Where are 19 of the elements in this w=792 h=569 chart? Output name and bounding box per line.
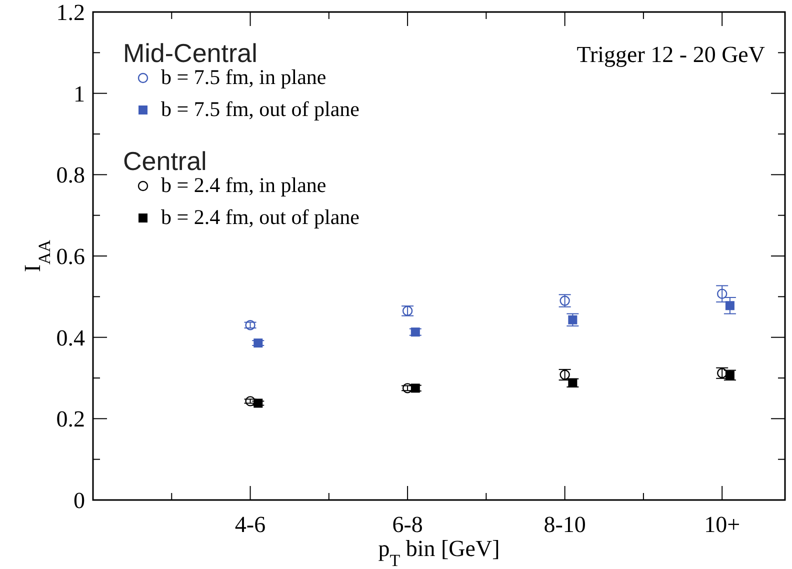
annotation: Trigger 12 - 20 GeV — [576, 42, 766, 67]
annotation: Mid-Central — [123, 38, 258, 68]
x-tick-label: 6-8 — [392, 512, 423, 537]
y-tick-label: 1.2 — [56, 0, 85, 25]
y-tick-label: 0.2 — [56, 406, 85, 432]
x-axis-title: p$_{T}$ bin [GeV] — [378, 536, 500, 569]
y-tick-label: 0 — [74, 488, 85, 513]
legend-label: b = 7.5 fm, out of plane — [161, 97, 360, 121]
y-tick-label: 0.8 — [56, 162, 85, 188]
x-tick-label: 10+ — [704, 512, 740, 537]
annotation: Central — [123, 146, 207, 176]
legend-label: b = 7.5 fm, in plane — [161, 65, 326, 89]
x-tick-label: 4-6 — [234, 512, 266, 537]
legend-label: b = 2.4 fm, out of plane — [161, 205, 360, 229]
y-tick-label: 1 — [74, 81, 85, 106]
legend-label: b = 2.4 fm, in plane — [161, 173, 326, 197]
y-tick-label: 0.4 — [56, 325, 86, 350]
x-tick-label: 8-10 — [544, 512, 586, 537]
y-tick-label: 0.6 — [56, 244, 85, 269]
